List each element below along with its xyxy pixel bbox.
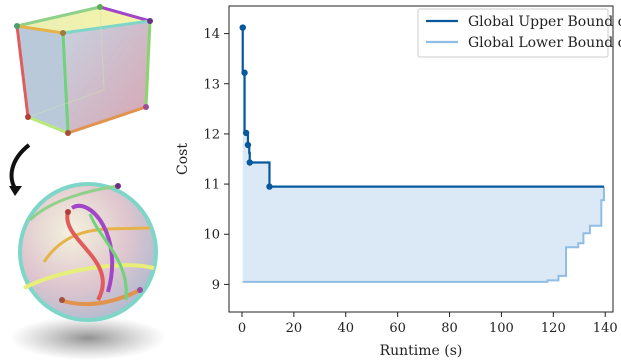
bound-gap-fill — [242, 27, 604, 282]
legend-label-upper: Global Upper Bound c⊤ — [468, 12, 621, 30]
legend-label-upper-name: Global Upper Bound c — [468, 14, 621, 30]
bound-gap-area — [242, 27, 604, 282]
y-tick-label: 13 — [203, 77, 220, 92]
upper-bound-point — [239, 24, 246, 31]
y-ticks: 9 10 11 12 13 14 — [203, 27, 229, 293]
x-tick-label: 60 — [389, 321, 406, 336]
y-axis-label: Cost — [175, 143, 191, 175]
sphere-illustration — [10, 182, 166, 360]
legend: Global Upper Bound c⊤ Global Lower Bound… — [417, 8, 621, 58]
x-axis-label: Runtime (s) — [380, 343, 463, 359]
x-tick-label: 120 — [541, 321, 566, 336]
x-ticks: 0 20 40 60 80 100 120 140 — [238, 312, 618, 336]
marker-layer — [239, 24, 273, 190]
upper-bound-point — [266, 183, 273, 190]
legend-label-lower-name: Global Lower Bound c — [468, 35, 621, 51]
curved-arrow-icon — [9, 143, 31, 196]
x-tick-label: 0 — [238, 321, 246, 336]
legend-label-lower: Global Lower Bound c⊥ — [468, 35, 621, 54]
x-tick-label: 100 — [489, 321, 514, 336]
x-tick-label: 80 — [441, 321, 458, 336]
upper-bound-point — [242, 129, 250, 137]
x-tick-label: 140 — [593, 321, 618, 336]
y-tick-label: 9 — [212, 278, 220, 293]
x-tick-label: 20 — [286, 321, 303, 336]
upper-bound-point — [244, 141, 252, 149]
upper-bound-point — [246, 159, 253, 166]
upper-bound-point — [241, 69, 248, 76]
y-tick-label: 12 — [203, 127, 220, 142]
plot-frame — [228, 5, 614, 313]
cost-chart: 0 20 40 60 80 100 120 140 9 10 11 12 13 14 Runtime (… — [175, 5, 621, 359]
series-line-lower-bound — [242, 186, 605, 283]
x-tick-label: 40 — [337, 321, 354, 336]
cube-illustration — [14, 4, 153, 136]
legend-box — [417, 8, 609, 58]
y-tick-label: 11 — [203, 178, 220, 193]
y-tick-label: 10 — [203, 228, 220, 243]
y-tick-label: 14 — [203, 27, 220, 42]
